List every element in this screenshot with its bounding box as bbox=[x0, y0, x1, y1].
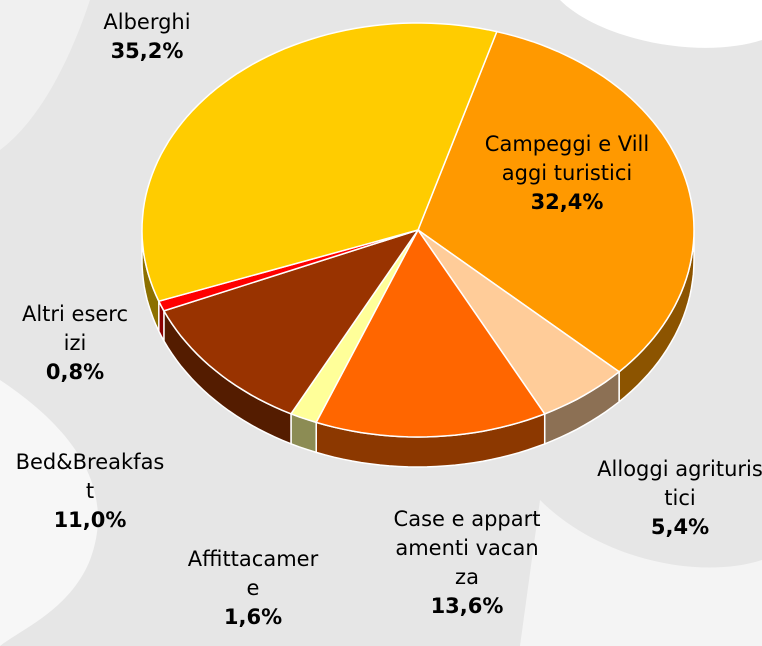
category-label: Affittacamere bbox=[187, 547, 319, 600]
slice-label: Campeggi e Villaggi turistici 32,4% bbox=[482, 130, 652, 217]
slice-label: Bed&Breakfast 11,0% bbox=[15, 448, 165, 535]
slice-label: Altri esercizi 0,8% bbox=[20, 300, 130, 387]
slice-label: Alloggi agrituristici 5,4% bbox=[595, 455, 762, 542]
pie-slice bbox=[417, 30, 695, 373]
slice-label: Alberghi 35,2% bbox=[82, 8, 212, 66]
pie-slice bbox=[315, 228, 546, 438]
category-label: Alberghi bbox=[103, 10, 191, 34]
category-label: Alloggi agrituristici bbox=[597, 457, 762, 510]
value-label: 32,4% bbox=[530, 190, 604, 214]
value-label: 11,0% bbox=[53, 508, 127, 532]
value-label: 5,4% bbox=[650, 515, 710, 539]
pie-slice bbox=[141, 22, 498, 303]
category-label: Case e appartamenti vacanza bbox=[393, 507, 541, 589]
category-label: Bed&Breakfast bbox=[15, 450, 165, 503]
pie-slice bbox=[417, 229, 621, 415]
value-label: 1,6% bbox=[223, 605, 283, 629]
pie-sides bbox=[141, 229, 695, 468]
value-label: 35,2% bbox=[110, 39, 184, 63]
pie-slice bbox=[162, 228, 420, 415]
value-label: 0,8% bbox=[45, 360, 105, 384]
slice-label: Affittacamere 1,6% bbox=[183, 545, 323, 632]
pie-tops bbox=[141, 22, 695, 438]
category-label: Altri esercizi bbox=[21, 302, 129, 355]
slice-label: Case e appartamenti vacanza 13,6% bbox=[392, 505, 542, 621]
category-label: Campeggi e Villaggi turistici bbox=[484, 132, 650, 185]
value-label: 13,6% bbox=[430, 594, 504, 618]
